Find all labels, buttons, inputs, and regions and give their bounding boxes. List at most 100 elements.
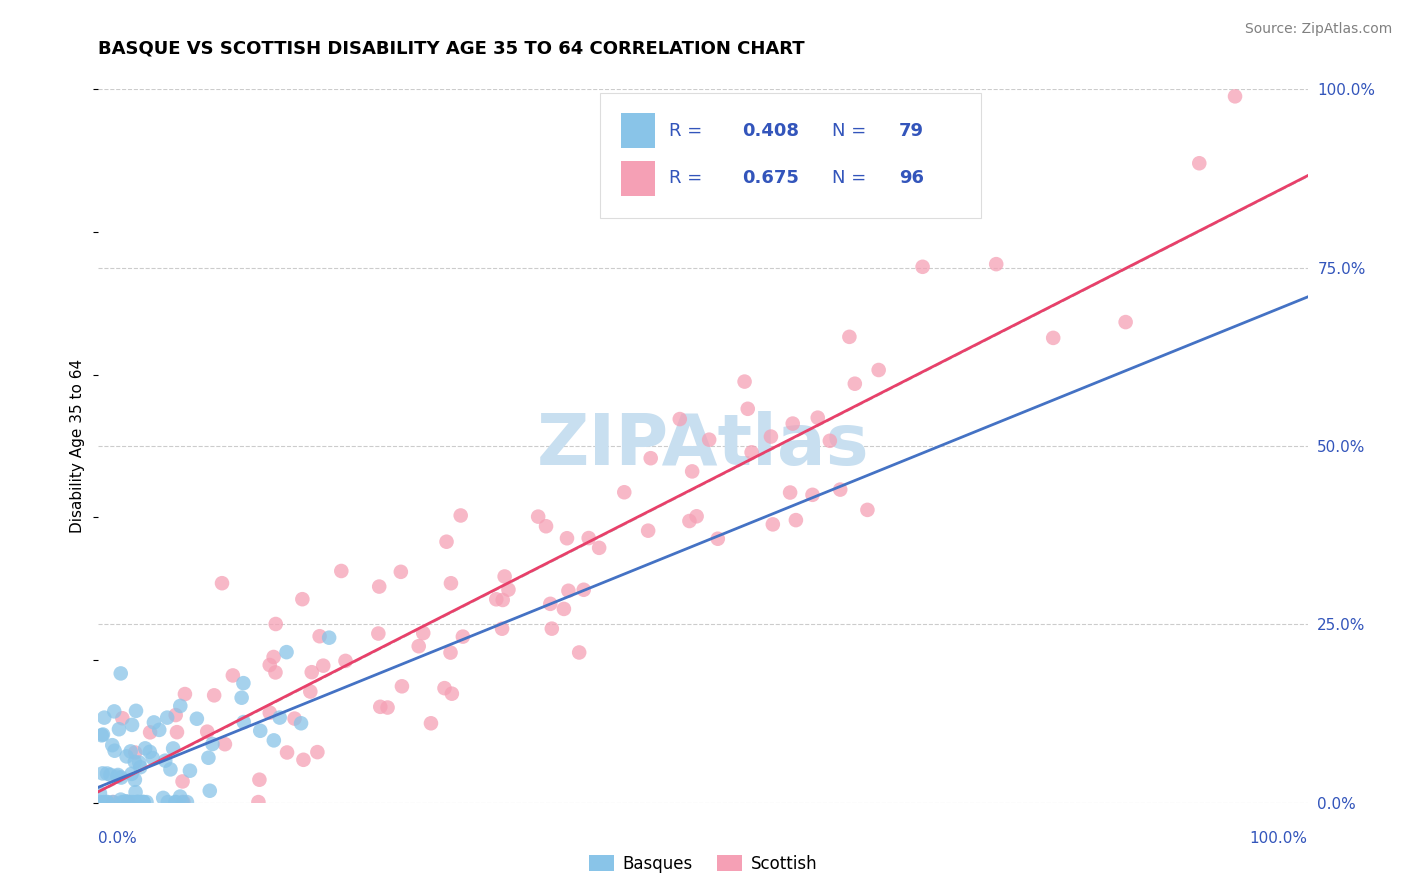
Point [120, 795, 142, 809]
Point [93, 711, 115, 725]
Point [450, 508, 472, 523]
Point [697, 433, 720, 447]
Point [89, 786, 111, 800]
Point [555, 531, 578, 545]
Text: 0.0%: 0.0% [98, 831, 138, 846]
Point [367, 626, 389, 640]
Point [125, 704, 148, 718]
Text: ZIPAtlas: ZIPAtlas [537, 411, 869, 481]
Point [389, 565, 412, 579]
Point [117, 795, 139, 809]
Point [121, 718, 143, 732]
Point [259, 658, 281, 673]
Point [412, 626, 434, 640]
Point [103, 705, 125, 719]
Text: R =: R = [669, 169, 709, 187]
Point [440, 576, 463, 591]
Point [249, 772, 271, 787]
Point [91, 727, 114, 741]
Point [291, 592, 314, 607]
Text: 96: 96 [898, 169, 924, 187]
Point [108, 723, 131, 737]
Point [247, 795, 270, 809]
Text: R =: R = [669, 121, 709, 139]
Point [330, 564, 353, 578]
Point [101, 738, 124, 752]
Point [668, 412, 690, 426]
Point [115, 749, 138, 764]
Text: N =: N = [832, 121, 872, 139]
Point [249, 723, 271, 738]
Point [534, 519, 557, 533]
Point [259, 706, 281, 720]
Point [307, 745, 329, 759]
FancyBboxPatch shape [621, 112, 655, 148]
Point [132, 795, 155, 809]
Point [132, 795, 155, 809]
Point [176, 795, 198, 809]
Point [101, 795, 124, 809]
Point [231, 690, 253, 705]
Point [492, 593, 515, 607]
Point [1223, 89, 1246, 103]
Point [232, 676, 254, 690]
Point [264, 617, 287, 632]
Point [283, 712, 305, 726]
Point [120, 744, 142, 758]
Point [318, 631, 340, 645]
Point [844, 376, 866, 391]
Point [741, 445, 763, 459]
Point [139, 745, 162, 759]
Point [222, 668, 245, 682]
Point [124, 755, 146, 769]
Point [110, 771, 132, 785]
Point [134, 741, 156, 756]
Point [135, 795, 157, 809]
Point [121, 767, 143, 781]
Point [377, 700, 399, 714]
Point [165, 795, 187, 809]
Point [214, 737, 236, 751]
Point [292, 753, 315, 767]
Legend: Basques, Scottish: Basques, Scottish [582, 848, 824, 880]
Point [142, 715, 165, 730]
Point [125, 795, 148, 809]
Point [115, 795, 138, 809]
Point [269, 710, 291, 724]
Point [290, 716, 312, 731]
Point [276, 645, 298, 659]
Text: 100.0%: 100.0% [1250, 831, 1308, 846]
Point [186, 712, 208, 726]
Point [681, 464, 703, 478]
Point [111, 795, 134, 809]
Point [868, 363, 890, 377]
Point [139, 725, 162, 739]
Point [152, 790, 174, 805]
Point [201, 737, 224, 751]
Point [856, 503, 879, 517]
Text: 0.675: 0.675 [742, 169, 799, 187]
Point [391, 679, 413, 693]
Point [433, 681, 456, 695]
Point [128, 756, 150, 770]
Point [578, 531, 600, 545]
Point [169, 789, 191, 804]
Point [762, 517, 785, 532]
Point [685, 509, 707, 524]
Point [156, 795, 179, 809]
Point [111, 711, 134, 725]
Point [128, 795, 150, 809]
Point [527, 509, 550, 524]
Point [276, 746, 298, 760]
Point [588, 541, 610, 555]
Point [335, 654, 357, 668]
Point [707, 532, 730, 546]
Point [165, 708, 187, 723]
Point [104, 744, 127, 758]
Y-axis label: Disability Age 35 to 64: Disability Age 35 to 64 [70, 359, 86, 533]
Point [165, 795, 187, 809]
Point [1115, 315, 1137, 329]
Point [572, 582, 595, 597]
Point [197, 751, 219, 765]
Point [263, 650, 285, 665]
